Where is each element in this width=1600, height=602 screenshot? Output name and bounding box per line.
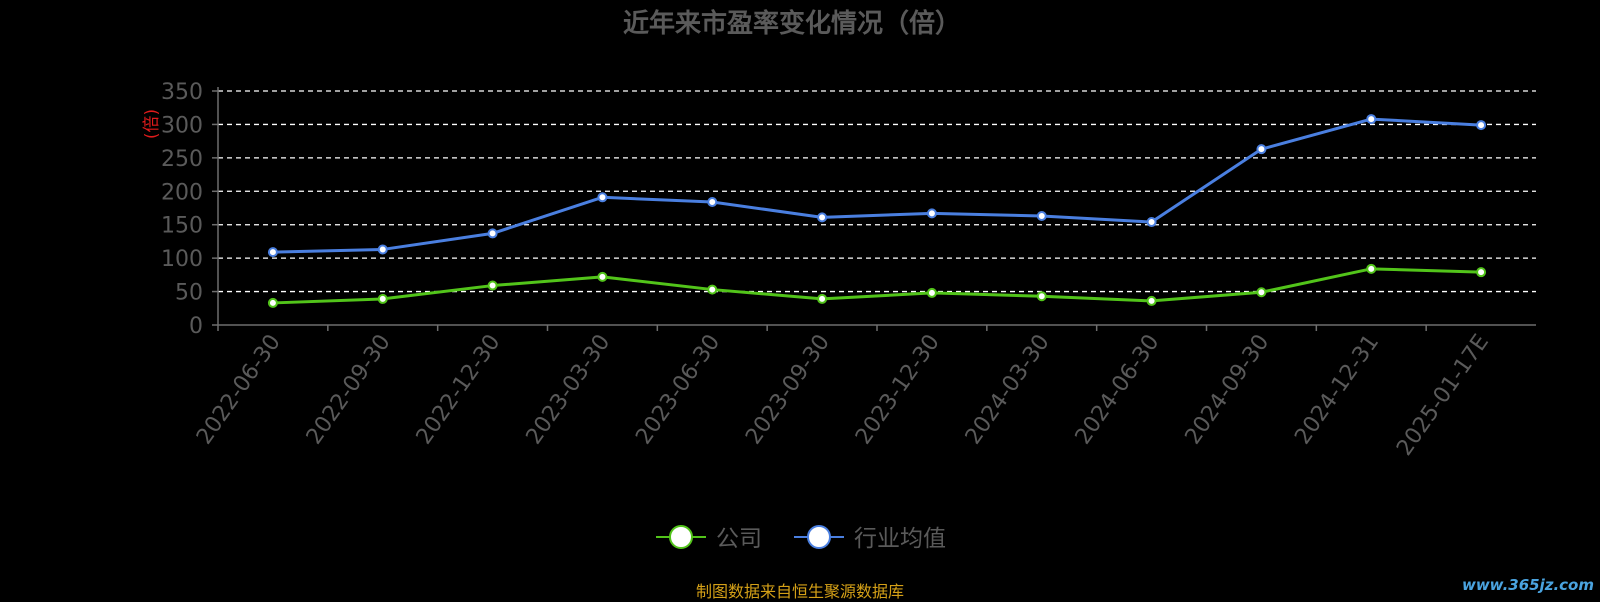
data-point xyxy=(1476,120,1487,131)
data-point xyxy=(817,293,828,304)
y-tick-label: 250 xyxy=(161,147,203,172)
y-tick-label: 50 xyxy=(175,281,203,306)
x-tick-label: 2022-12-30 xyxy=(412,330,506,449)
data-source-note: 制图数据来自恒生聚源数据库 xyxy=(695,582,904,601)
data-point xyxy=(1036,291,1047,302)
x-tick-label: 2023-12-30 xyxy=(851,330,945,449)
data-point xyxy=(1366,263,1377,274)
data-point xyxy=(267,297,278,308)
data-point xyxy=(597,271,608,282)
y-tick-label: 350 xyxy=(161,80,203,105)
x-tick-label: 2024-09-30 xyxy=(1181,330,1275,449)
legend-item-0[interactable]: 公司 xyxy=(656,525,762,552)
data-point xyxy=(1256,144,1267,155)
data-point xyxy=(267,247,278,258)
x-tick-label: 2023-03-30 xyxy=(522,330,616,449)
series-layer xyxy=(267,114,1487,308)
legend-label: 行业均值 xyxy=(854,526,946,552)
data-point xyxy=(1036,211,1047,222)
data-point xyxy=(1366,114,1377,125)
x-tick-label: 2022-06-30 xyxy=(192,330,286,449)
data-point xyxy=(377,293,388,304)
data-point xyxy=(707,284,718,295)
x-tick-label: 2022-09-30 xyxy=(302,330,396,449)
x-tick-label: 2024-03-30 xyxy=(961,330,1055,449)
data-point xyxy=(1146,217,1157,228)
x-tick-label: 2023-06-30 xyxy=(631,330,725,449)
gridlines xyxy=(218,90,1536,293)
y-tick-label: 100 xyxy=(161,247,203,272)
chart-title: 近年来市盈率变化情况（倍） xyxy=(623,8,961,39)
data-point xyxy=(817,212,828,223)
series-line-0 xyxy=(272,267,1482,305)
data-point xyxy=(487,228,498,239)
y-tick-label: 300 xyxy=(161,113,203,138)
y-tick-label: 0 xyxy=(189,314,203,339)
legend-item-1[interactable]: 行业均值 xyxy=(794,525,946,552)
legend-swatch-marker xyxy=(807,525,831,549)
data-point xyxy=(1256,287,1267,298)
x-tick-label: 2025-01-17E xyxy=(1392,330,1494,460)
axes: 0 50 100 150 200 250 300 350 2022-06-30 2022-09-3… xyxy=(161,80,1536,461)
series-line-1 xyxy=(272,117,1482,254)
data-point xyxy=(926,208,937,219)
x-tick-label: 2024-12-31 xyxy=(1290,330,1384,449)
data-point xyxy=(707,196,718,207)
data-point xyxy=(1146,295,1157,306)
data-point xyxy=(926,287,937,298)
x-tick-label: 2024-06-30 xyxy=(1071,330,1165,449)
data-point xyxy=(377,244,388,255)
data-point xyxy=(1476,267,1487,278)
x-tick-label: 2023-09-30 xyxy=(741,330,835,449)
legend-swatch-marker xyxy=(669,525,693,549)
legend-label: 公司 xyxy=(716,526,762,552)
data-point xyxy=(597,192,608,203)
watermark: www.365jz.com xyxy=(1461,576,1594,594)
y-axis-label: (倍) xyxy=(142,109,162,139)
y-tick-label: 150 xyxy=(161,214,203,239)
data-point xyxy=(487,280,498,291)
legend[interactable]: 公司 行业均值 xyxy=(656,525,946,552)
y-tick-label: 200 xyxy=(161,180,203,205)
